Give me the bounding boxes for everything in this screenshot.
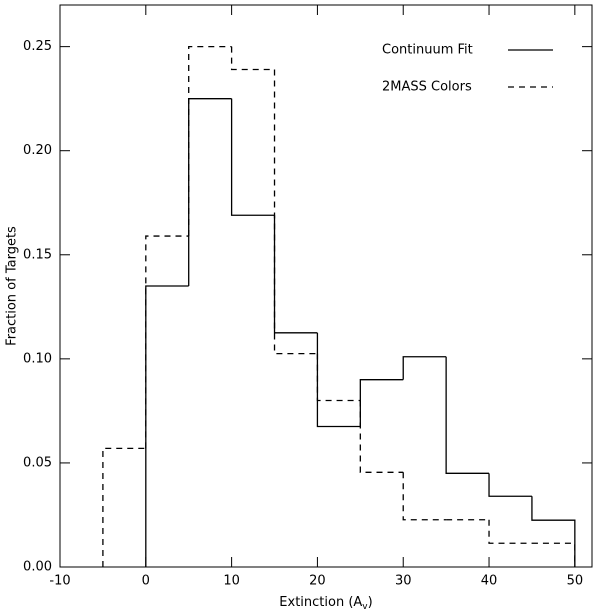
- x-tick-label: 30: [395, 574, 412, 589]
- legend-label: Continuum Fit: [382, 43, 473, 58]
- x-axis-label: Extinction (Av): [279, 595, 372, 612]
- histogram-step: [188, 98, 232, 286]
- histogram-step: [488, 519, 532, 544]
- histogram-step: [188, 45, 232, 237]
- histogram-step: [145, 285, 189, 567]
- y-tick-label: 0.25: [23, 39, 52, 54]
- legend-label: 2MASS Colors: [382, 80, 472, 95]
- y-tick-label: 0.15: [23, 247, 52, 262]
- x-tick-label: 40: [481, 574, 498, 589]
- histogram-step: [359, 379, 404, 427]
- histogram-step: [402, 472, 447, 521]
- histogram-step: [531, 542, 576, 567]
- x-tick-label: 0: [142, 574, 150, 589]
- x-tick-label: 10: [223, 574, 240, 589]
- histogram-step: [359, 400, 404, 473]
- histogram-step: [102, 447, 146, 567]
- histogram-step: [402, 356, 447, 380]
- histogram-step: [316, 353, 361, 402]
- x-tick-label: 50: [567, 574, 584, 589]
- y-tick-label: 0.00: [23, 560, 52, 575]
- histogram-step: [230, 98, 275, 216]
- histogram-step: [230, 46, 275, 71]
- histogram-step: [273, 215, 318, 334]
- y-tick-label: 0.05: [23, 455, 52, 470]
- y-axis-label: Fraction of Targets: [5, 226, 20, 346]
- histogram-step: [145, 235, 189, 449]
- histogram-step: [531, 496, 576, 567]
- histogram-step: [316, 332, 361, 428]
- histogram-step: [273, 69, 318, 355]
- histogram-step: [488, 473, 532, 497]
- x-axis-label-subscript: v: [362, 602, 368, 612]
- y-tick-label: 0.10: [23, 351, 52, 366]
- x-axis-label-text: Extinction (A: [279, 595, 362, 610]
- y-tick-label: 0.20: [23, 143, 52, 158]
- x-axis-label-suffix: ): [368, 595, 373, 610]
- x-tick-label: 20: [309, 574, 326, 589]
- plot-frame: [59, 4, 593, 568]
- x-tick-label: -10: [49, 574, 70, 589]
- histogram-step: [445, 356, 490, 474]
